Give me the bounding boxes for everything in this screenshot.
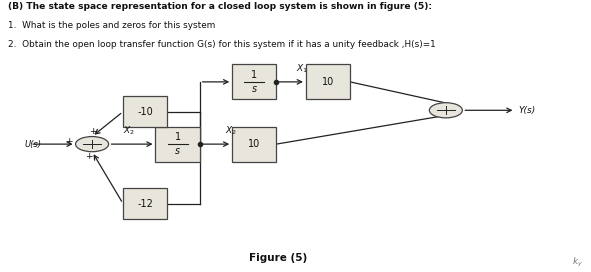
Text: 1.  What is the poles and zeros for this system: 1. What is the poles and zeros for this … (8, 21, 215, 30)
Circle shape (76, 137, 109, 152)
Text: 2.  Obtain the open loop transfer function G(s) for this system if it has a unit: 2. Obtain the open loop transfer functio… (8, 40, 436, 49)
Text: 10: 10 (248, 139, 261, 149)
Bar (155, 126, 200, 162)
Bar (123, 96, 167, 127)
Bar (232, 64, 277, 100)
Circle shape (429, 103, 462, 118)
Text: 1: 1 (251, 70, 257, 80)
Text: -10: -10 (137, 107, 153, 117)
Bar (306, 64, 350, 100)
Text: s: s (175, 146, 180, 156)
Text: Figure (5): Figure (5) (249, 253, 307, 263)
Text: (B) The state space representation for a closed loop system is shown in figure (: (B) The state space representation for a… (8, 2, 432, 11)
Text: $X_2$: $X_2$ (123, 125, 135, 137)
Bar (123, 188, 167, 219)
Text: 10: 10 (322, 77, 334, 87)
Text: +: + (89, 127, 97, 136)
Text: $X_1$: $X_1$ (296, 63, 307, 75)
Text: -12: -12 (137, 199, 153, 209)
Text: Y(s): Y(s) (518, 106, 535, 115)
Text: 1: 1 (174, 132, 181, 142)
Text: $X_2$: $X_2$ (225, 125, 237, 137)
Text: U(s): U(s) (24, 140, 41, 149)
Text: +: + (65, 137, 72, 146)
Bar (232, 126, 277, 162)
Text: +: + (85, 152, 93, 161)
Text: s: s (252, 84, 257, 94)
Text: $k_y$: $k_y$ (572, 255, 583, 268)
